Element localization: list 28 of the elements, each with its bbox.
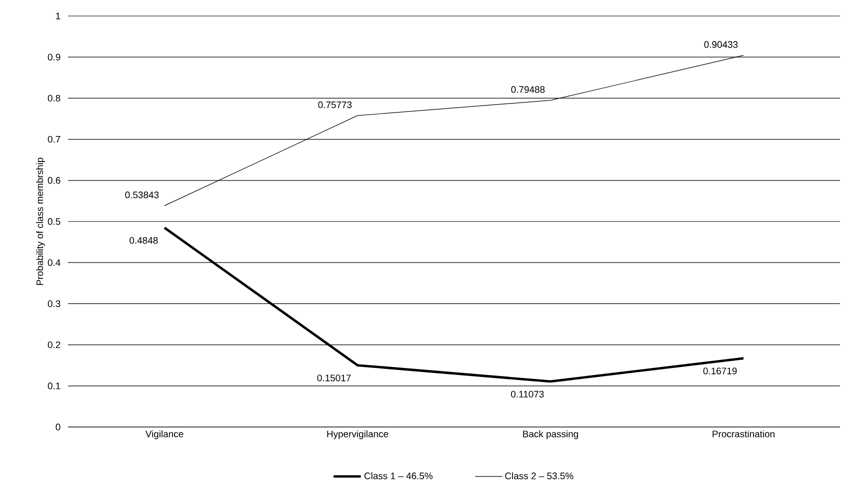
data-label: 0.75773: [318, 101, 352, 108]
data-label: 0.16719: [703, 368, 737, 374]
x-tick-label: Procrastination: [712, 430, 774, 438]
y-tick-label: 0.5: [48, 218, 60, 225]
data-label: 0.4848: [130, 237, 158, 244]
x-tick-label: Vigilance: [145, 430, 184, 440]
y-tick-label: 0.8: [48, 94, 60, 102]
x-tick-label: Back passing: [523, 430, 578, 440]
line-series: [163, 226, 745, 383]
y-tick-label: 0.1: [48, 382, 60, 390]
y-tick-label: 0: [56, 424, 60, 430]
data-label: 0.11073: [511, 390, 544, 398]
data-label: 0.90433: [704, 41, 738, 48]
line-series: [164, 55, 744, 206]
data-label: 0.53843: [125, 192, 159, 198]
x-tick-label: Hypervigilance: [327, 430, 388, 440]
legend-label: Class 1 – 46.5%: [364, 472, 433, 480]
y-tick-label: 1: [56, 12, 60, 20]
data-label: 0.79488: [511, 86, 545, 93]
y-tick-label: 0.9: [48, 54, 60, 60]
data-label: 0.15017: [317, 374, 351, 382]
legend-label: Class 2 – 53.5%: [505, 472, 574, 480]
y-tick-label: 0.2: [48, 341, 60, 348]
y-tick-label: 0.7: [48, 136, 60, 143]
y-tick-label: 0.6: [48, 177, 60, 184]
y-axis-title: Probability of class membrship: [36, 158, 45, 285]
y-tick-label: 0.3: [48, 300, 60, 308]
y-tick-label: 0.4: [48, 259, 60, 266]
